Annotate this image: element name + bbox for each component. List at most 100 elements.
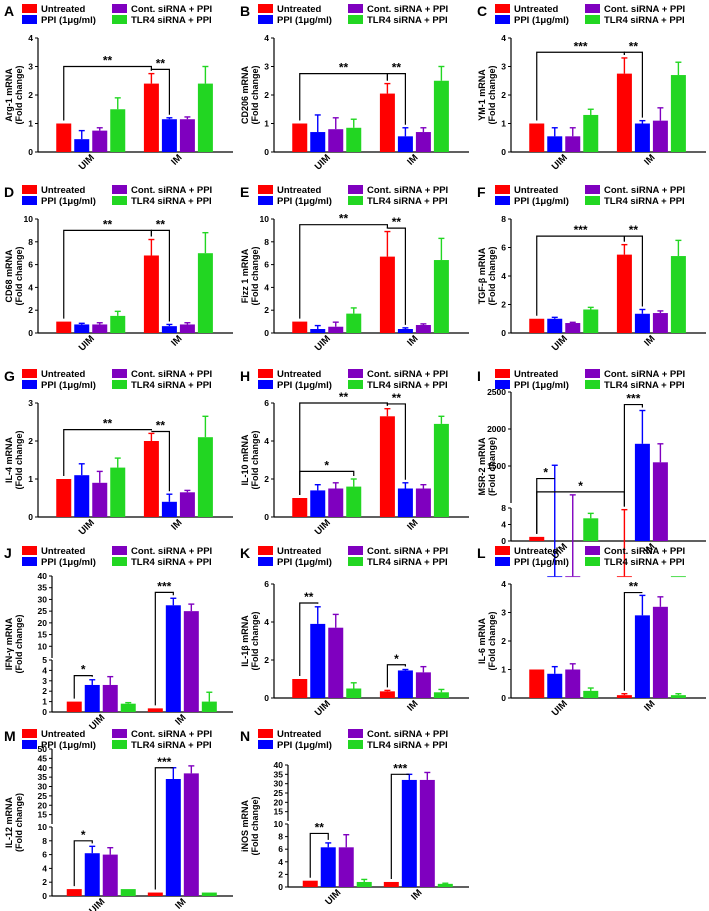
y-tick-label: 3 <box>501 608 506 618</box>
significance-label: ** <box>304 590 314 604</box>
bar-uim-3 <box>328 627 344 698</box>
significance-bracket <box>299 470 355 495</box>
bar-im-3 <box>652 462 668 541</box>
legend-swatch-3 <box>585 185 600 194</box>
category-label: IM <box>642 152 657 167</box>
legend-swatch-2 <box>495 557 510 566</box>
legend-entry-1: Untreated <box>514 185 559 196</box>
legend-entry-1: Untreated <box>277 729 322 740</box>
y-tick-label: 1 <box>501 665 506 675</box>
legend-entry-3: Cont. siRNA + PPI <box>131 185 212 196</box>
category-label: UIM <box>550 152 570 172</box>
bar-uim-3 <box>565 576 581 578</box>
legend-swatch-1 <box>495 546 510 555</box>
legend-entry-2: PPI (1μg/ml) <box>514 196 569 207</box>
category-label: UIM <box>550 333 570 353</box>
category-label: IM <box>642 698 657 713</box>
significance-label: ** <box>629 39 639 53</box>
legend-swatch-1 <box>258 185 273 194</box>
legend-swatch-4 <box>112 557 127 566</box>
bar-im-3 <box>415 325 431 333</box>
y-tick-label: 40 <box>274 760 284 770</box>
bar-uim-1 <box>292 679 308 698</box>
y-tick-label: 6 <box>28 260 33 270</box>
legend-entry-2: PPI (1μg/ml) <box>41 740 96 751</box>
y-axis-label-line1: IL-6 mRNA <box>477 618 487 665</box>
y-tick-label: 4 <box>28 282 33 292</box>
significance-label: ** <box>339 61 349 75</box>
legend-swatch-4 <box>585 15 600 24</box>
y-tick-label: 0 <box>28 328 33 338</box>
legend-swatch-3 <box>348 369 363 378</box>
significance-label: ** <box>629 223 639 237</box>
bar-im-4 <box>670 256 686 333</box>
legend-swatch-2 <box>258 15 273 24</box>
significance-label: ** <box>392 215 402 229</box>
bar-im-3 <box>183 611 199 712</box>
legend-entry-3: Cont. siRNA + PPI <box>131 546 212 557</box>
legend-swatch-2 <box>22 380 37 389</box>
legend-entry-1: Untreated <box>514 546 559 557</box>
y-axis-label: iNOS mRNA(Fold change) <box>240 797 260 856</box>
y-tick-label: 30 <box>38 594 48 604</box>
y-axis-label-line1: Arg-1 mRNA <box>4 68 14 122</box>
bar-im-2 <box>397 670 413 698</box>
legend-entry-2: PPI (1μg/ml) <box>277 740 332 751</box>
bar-im-3 <box>179 119 195 152</box>
y-tick-label: 4 <box>501 579 506 589</box>
significance-bracket <box>150 229 170 322</box>
y-tick-label: 25 <box>274 788 284 798</box>
panel-label: M <box>4 728 16 744</box>
bar-uim-3 <box>565 669 581 698</box>
legend-swatch-1 <box>258 546 273 555</box>
legend-swatch-1 <box>495 4 510 13</box>
y-tick-label: 8 <box>42 836 47 846</box>
legend-entry-4: TLR4 siRNA + PPI <box>131 740 212 751</box>
bar-uim-3 <box>565 323 581 333</box>
significance-bracket <box>73 840 93 887</box>
bar-im-1 <box>616 254 632 333</box>
y-axis-label-line1: CD206 mRNA <box>240 65 250 124</box>
significance-label: *** <box>157 755 171 769</box>
y-tick-label: 1500 <box>487 461 506 471</box>
legend-swatch-3 <box>348 4 363 13</box>
significance-bracket <box>154 767 174 890</box>
y-axis-label: YM-1 mRNA(Fold change) <box>477 66 497 125</box>
legend-swatch-3 <box>348 546 363 555</box>
panel-label: H <box>240 368 250 384</box>
significance-bracket <box>150 68 170 115</box>
bar-im-4 <box>197 83 213 152</box>
category-label: IM <box>409 887 424 902</box>
y-tick-label: 4 <box>42 863 47 873</box>
legend-entry-4: TLR4 siRNA + PPI <box>131 196 212 207</box>
category-label: UIM <box>77 152 97 172</box>
category-label: IM <box>405 517 420 532</box>
bar-uim-3 <box>92 482 108 517</box>
y-tick-label: 25 <box>38 606 48 616</box>
legend-swatch-4 <box>112 15 127 24</box>
y-tick-label: 1 <box>28 119 33 129</box>
category-label: IM <box>173 896 188 911</box>
significance-bracket <box>299 602 319 676</box>
category-label: IM <box>169 152 184 167</box>
legend-swatch-2 <box>495 380 510 389</box>
y-tick-label: 2 <box>28 90 33 100</box>
panel-label: G <box>4 368 15 384</box>
bar-im-4 <box>433 692 449 698</box>
legend-entry-4: TLR4 siRNA + PPI <box>367 380 448 391</box>
y-axis-label-line2: (Fold change) <box>487 612 497 671</box>
bar-uim-2 <box>320 847 336 887</box>
y-tick-label: 0 <box>501 693 506 703</box>
significance-bracket <box>386 664 406 688</box>
bar-uim-1 <box>56 479 72 517</box>
y-tick-label: 0 <box>264 512 269 522</box>
legend-entry-4: TLR4 siRNA + PPI <box>367 557 448 568</box>
y-tick-label: 15 <box>38 810 48 820</box>
